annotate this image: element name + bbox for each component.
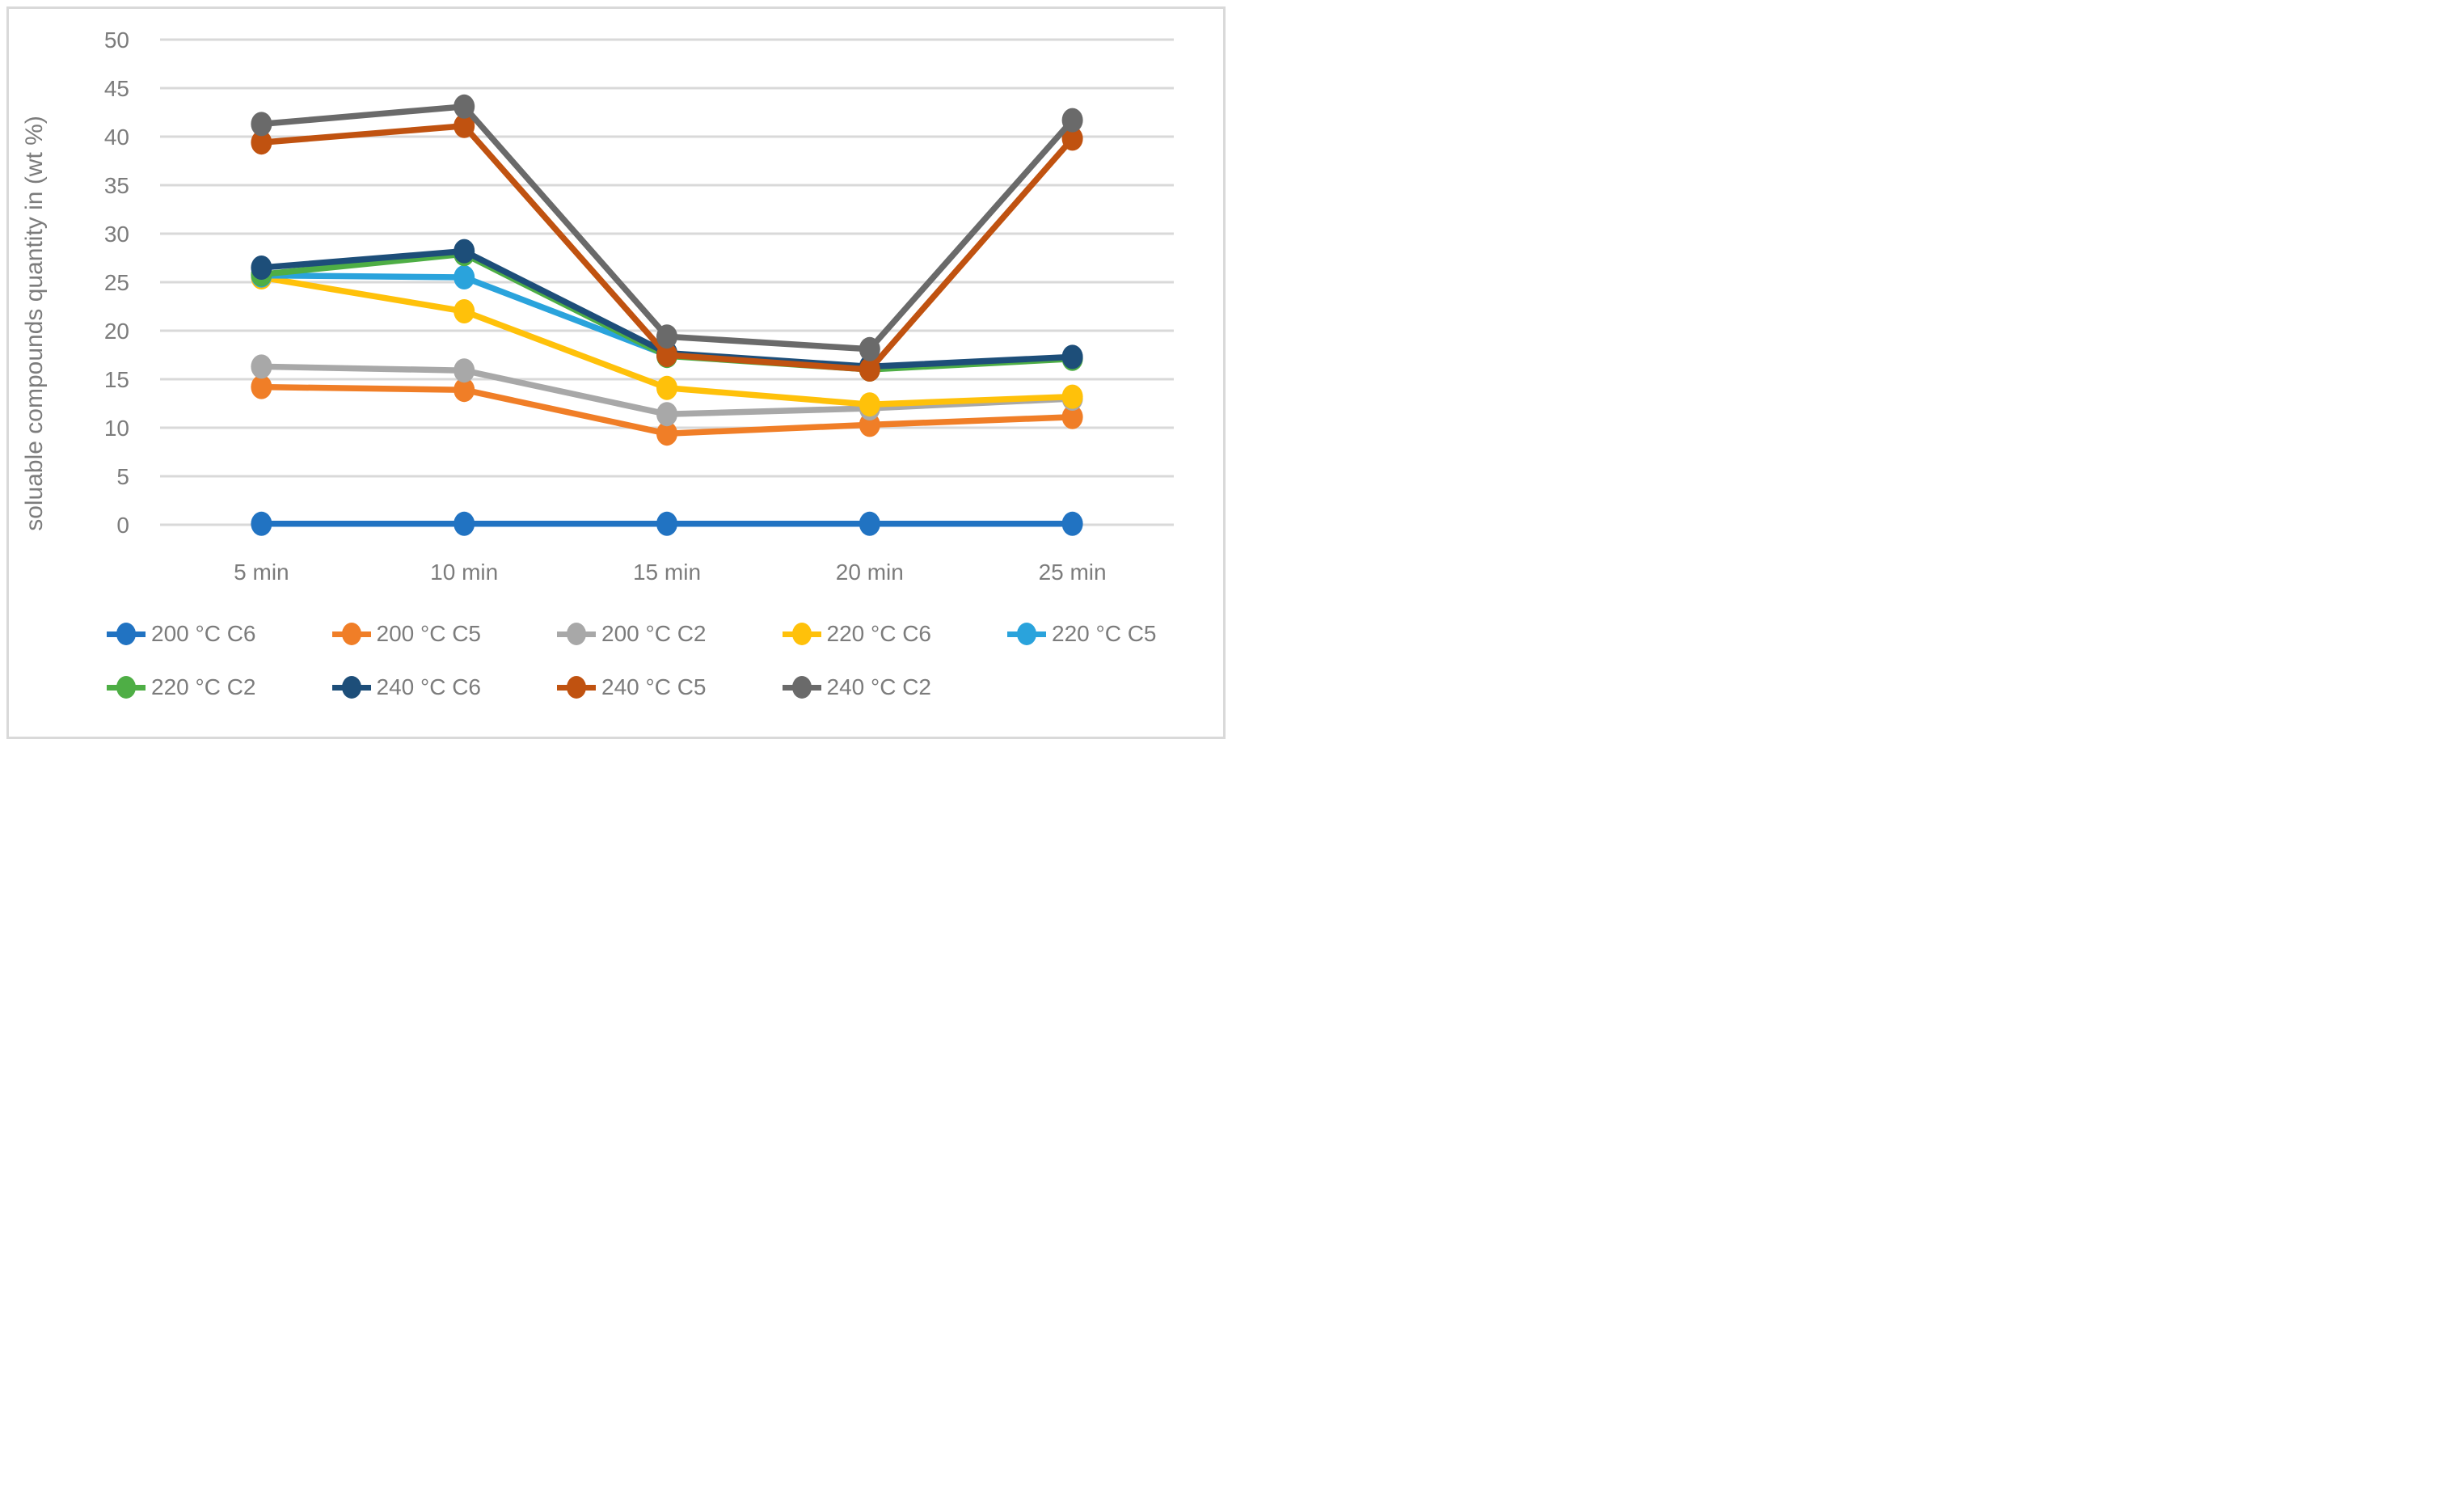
- legend-label: 240 °C C6: [376, 674, 482, 699]
- series-point-8-0[interactable]: [251, 112, 272, 137]
- legend-marker-icon: [331, 675, 371, 699]
- legend-dot-icon: [116, 623, 136, 645]
- series-line-8[interactable]: [261, 103, 1075, 353]
- chart-figure: 0 5 10 15 20 25 30 35 40 45 50 5 min 10 min 15 min 20 …: [0, 0, 1232, 746]
- legend-marker-icon: [782, 675, 821, 699]
- y-tick-label: 30: [104, 222, 129, 247]
- series-point-3-4[interactable]: [1061, 384, 1083, 409]
- series-point-0-2[interactable]: [656, 511, 677, 536]
- y-tick-label: 5: [116, 464, 129, 489]
- series-point-6-4[interactable]: [1061, 344, 1083, 370]
- y-tick-label: 10: [104, 416, 129, 441]
- legend-label: 200 °C C2: [601, 621, 707, 646]
- series-point-8-3[interactable]: [859, 336, 880, 361]
- y-tick-label: 25: [104, 270, 129, 295]
- legend-marker-icon: [557, 675, 596, 699]
- legend-dot-icon: [341, 623, 361, 645]
- y-axis-title: soluable compounds quantity in (wt %): [21, 116, 48, 531]
- legend-item-4[interactable]: 220 °C C5: [1007, 621, 1157, 647]
- series-point-2-2[interactable]: [656, 402, 677, 427]
- series-point-1-2[interactable]: [656, 421, 677, 446]
- series-point-7-3[interactable]: [859, 357, 880, 382]
- x-tick-label: 15 min: [633, 560, 701, 585]
- series-point-0-0[interactable]: [251, 511, 272, 536]
- series-point-3-1[interactable]: [454, 299, 475, 323]
- y-tick-label: 45: [104, 76, 129, 101]
- series-point-2-1[interactable]: [454, 358, 475, 383]
- x-tick-label: 20 min: [836, 560, 904, 585]
- legend-dot-icon: [791, 676, 812, 699]
- series-point-0-4[interactable]: [1061, 511, 1083, 536]
- legend-item-1[interactable]: 200 °C C5: [331, 621, 482, 647]
- legend-item-3[interactable]: 220 °C C6: [782, 621, 932, 647]
- series-point-3-3[interactable]: [859, 392, 880, 417]
- legend-item-6[interactable]: 240 °C C6: [331, 674, 482, 700]
- series-point-6-1[interactable]: [454, 239, 475, 264]
- series-point-1-0[interactable]: [251, 374, 272, 399]
- series-point-7-1[interactable]: [454, 113, 475, 138]
- line-chart: 0 5 10 15 20 25 30 35 40 45 50 5 min 10 min 15 min 20 …: [21, 27, 1174, 585]
- legend-label: 200 °C C6: [151, 621, 256, 646]
- legend-marker-icon: [782, 622, 821, 646]
- series-point-3-2[interactable]: [656, 375, 677, 400]
- series-point-8-4[interactable]: [1061, 108, 1083, 133]
- legend-item-8[interactable]: 240 °C C2: [782, 674, 932, 700]
- legend-marker-icon: [331, 622, 371, 646]
- legend-label: 220 °C C5: [1052, 621, 1157, 646]
- legend-label: 240 °C C2: [826, 674, 932, 699]
- series-point-4-1[interactable]: [454, 265, 475, 289]
- series-point-0-1[interactable]: [454, 511, 475, 536]
- legend-item-5[interactable]: 220 °C C2: [107, 674, 256, 700]
- series-point-0-3[interactable]: [859, 511, 880, 536]
- legend-row-2: 220 °C C2 240 °C C6 240 °C C5 240 °C C2: [107, 674, 1200, 700]
- y-tick-label: 50: [104, 27, 129, 53]
- legend-marker-icon: [107, 675, 146, 699]
- series-point-2-0[interactable]: [251, 354, 272, 379]
- series-point-8-2[interactable]: [656, 324, 677, 349]
- legend-marker-icon: [1007, 622, 1046, 646]
- legend-dot-icon: [341, 676, 361, 699]
- series-point-1-4[interactable]: [1061, 404, 1083, 429]
- legend-dot-icon: [567, 623, 586, 645]
- legend-row-1: 200 °C C6 200 °C C5 200 °C C2 220 °C C6 220 …: [107, 621, 1200, 647]
- series-point-8-1[interactable]: [454, 94, 475, 119]
- series-point-7-0[interactable]: [251, 130, 272, 155]
- legend-marker-icon: [107, 622, 146, 646]
- legend-label: 200 °C C5: [376, 621, 482, 646]
- chart-legend: 200 °C C6 200 °C C5 200 °C C2 220 °C C6 220 …: [107, 621, 1200, 700]
- x-tick-label: 25 min: [1039, 560, 1107, 585]
- y-tick-label: 20: [104, 319, 129, 344]
- y-tick-label: 15: [104, 367, 129, 392]
- legend-dot-icon: [567, 676, 586, 699]
- y-tick-label: 40: [104, 125, 129, 150]
- x-tick-label: 10 min: [430, 560, 498, 585]
- series-point-1-1[interactable]: [454, 378, 475, 403]
- legend-dot-icon: [116, 676, 136, 699]
- legend-label: 220 °C C2: [151, 674, 256, 699]
- series-point-7-2[interactable]: [656, 343, 677, 367]
- legend-dot-icon: [1017, 623, 1036, 645]
- series-point-7-4[interactable]: [1061, 126, 1083, 151]
- legend-label: 240 °C C5: [601, 674, 707, 699]
- legend-marker-icon: [557, 622, 596, 646]
- legend-item-2[interactable]: 200 °C C2: [557, 621, 707, 647]
- legend-dot-icon: [791, 623, 812, 645]
- legend-item-7[interactable]: 240 °C C5: [557, 674, 707, 700]
- x-tick-label: 5 min: [234, 560, 289, 585]
- y-tick-label: 35: [104, 173, 129, 198]
- legend-label: 220 °C C6: [826, 621, 932, 646]
- legend-item-0[interactable]: 200 °C C6: [107, 621, 256, 647]
- series-point-6-0[interactable]: [251, 256, 272, 280]
- y-tick-label: 0: [116, 513, 129, 538]
